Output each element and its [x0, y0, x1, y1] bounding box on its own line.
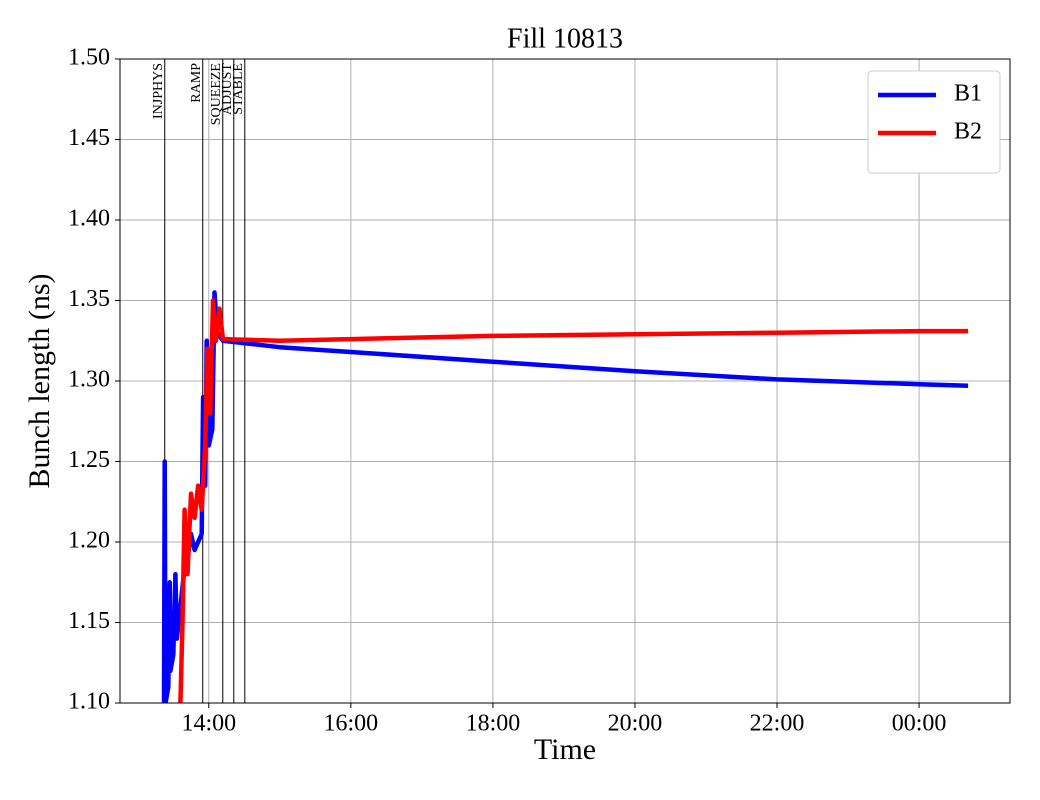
y-tick-label: 1.45	[68, 125, 110, 151]
x-tick-label: 18:00	[466, 711, 521, 737]
y-tick-label: 1.35	[68, 286, 110, 312]
y-tick-label: 1.15	[68, 608, 110, 634]
x-tick-label: 20:00	[608, 711, 663, 737]
y-tick-label: 1.10	[68, 689, 110, 715]
series-line	[161, 290, 969, 703]
y-tick-label: 1.40	[68, 206, 110, 232]
x-tick-label: 14:00	[181, 711, 236, 737]
series-line	[178, 298, 969, 703]
x-tick-label: 00:00	[892, 711, 947, 737]
phase-label: SQUEEZE	[209, 63, 224, 125]
y-tick-label: 1.20	[68, 528, 110, 554]
x-tick-label: 22:00	[750, 711, 805, 737]
y-axis-label: Bunch length (ns)	[23, 274, 56, 489]
y-tick-label: 1.30	[68, 367, 110, 393]
x-axis-label: Time	[534, 733, 596, 766]
y-tick-label: 1.50	[68, 45, 110, 71]
legend-label: B1	[954, 81, 982, 107]
plot-frame	[119, 58, 1011, 704]
phase-label: ADJUST	[220, 63, 235, 116]
phase-label: RAMP	[189, 63, 204, 103]
x-tick-label: 16:00	[324, 711, 379, 737]
legend-label: B2	[954, 119, 982, 145]
phase-label: STABLE	[231, 63, 246, 115]
chart-title: Fill 10813	[507, 23, 623, 54]
phase-label: INJPHYS	[151, 63, 166, 119]
y-tick-label: 1.25	[68, 447, 110, 473]
